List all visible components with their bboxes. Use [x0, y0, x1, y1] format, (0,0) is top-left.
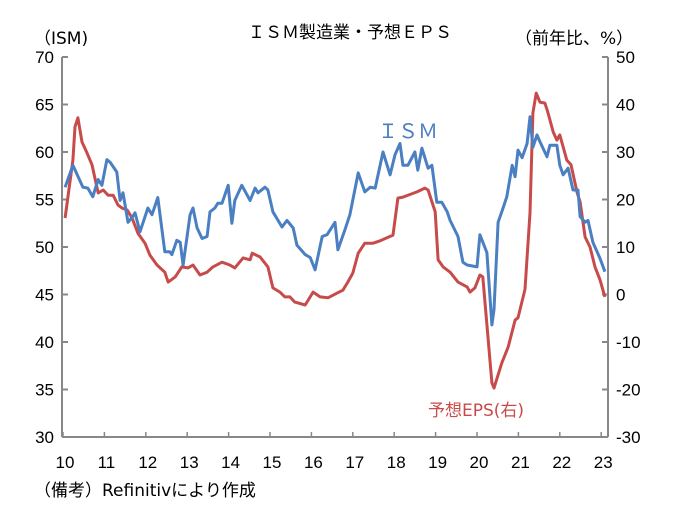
- source-note: （備考）Refinitivにより作成: [34, 481, 256, 501]
- left-tick-label: 40: [35, 333, 54, 352]
- x-tick-label: 16: [304, 453, 323, 472]
- left-tick-label: 55: [35, 191, 54, 210]
- left-tick-label: 50: [35, 238, 54, 257]
- x-tick-label: 11: [98, 453, 116, 472]
- right-tick-label: -20: [616, 381, 641, 400]
- left-tick-label: 65: [35, 96, 54, 115]
- left-tick-label: 35: [35, 381, 54, 400]
- x-tick-label: 13: [180, 453, 199, 472]
- left-tick-label: 45: [35, 286, 54, 305]
- left-axis-unit: （ISM): [34, 29, 88, 49]
- x-tick-label: 12: [138, 453, 157, 472]
- x-tick-label: 10: [56, 453, 75, 472]
- x-tick-label: 21: [511, 453, 530, 472]
- x-tick-label: 22: [552, 453, 571, 472]
- x-tick-label: 18: [387, 453, 406, 472]
- right-tick-label: 30: [616, 143, 635, 162]
- eps-series-label: 予想EPS(右): [428, 401, 524, 421]
- right-tick-label: 0: [616, 286, 625, 305]
- ism-series-label: ＩＳＭ: [378, 119, 438, 143]
- left-tick-label: 70: [35, 48, 54, 67]
- chart-title: ＩＳＭ製造業・予想ＥＰＳ: [248, 23, 452, 43]
- right-tick-label: 40: [616, 96, 635, 115]
- eps-line: [63, 91, 607, 390]
- right-tick-label: 10: [616, 238, 635, 257]
- right-tick-label: 50: [616, 48, 635, 67]
- x-tick-label: 14: [221, 453, 240, 472]
- x-tick-label: 15: [263, 453, 282, 472]
- x-tick-label: 19: [428, 453, 447, 472]
- ism-line: [63, 115, 607, 327]
- left-tick-label: 30: [35, 428, 54, 447]
- right-axis-unit: （前年比、%）: [515, 29, 633, 49]
- x-tick-label: 23: [594, 453, 613, 472]
- x-tick-label: 17: [345, 453, 364, 472]
- right-tick-label: -10: [616, 333, 641, 352]
- x-tick-label: 20: [470, 453, 489, 472]
- right-tick-label: -30: [616, 428, 641, 447]
- right-tick-label: 20: [616, 191, 635, 210]
- left-tick-label: 60: [35, 143, 54, 162]
